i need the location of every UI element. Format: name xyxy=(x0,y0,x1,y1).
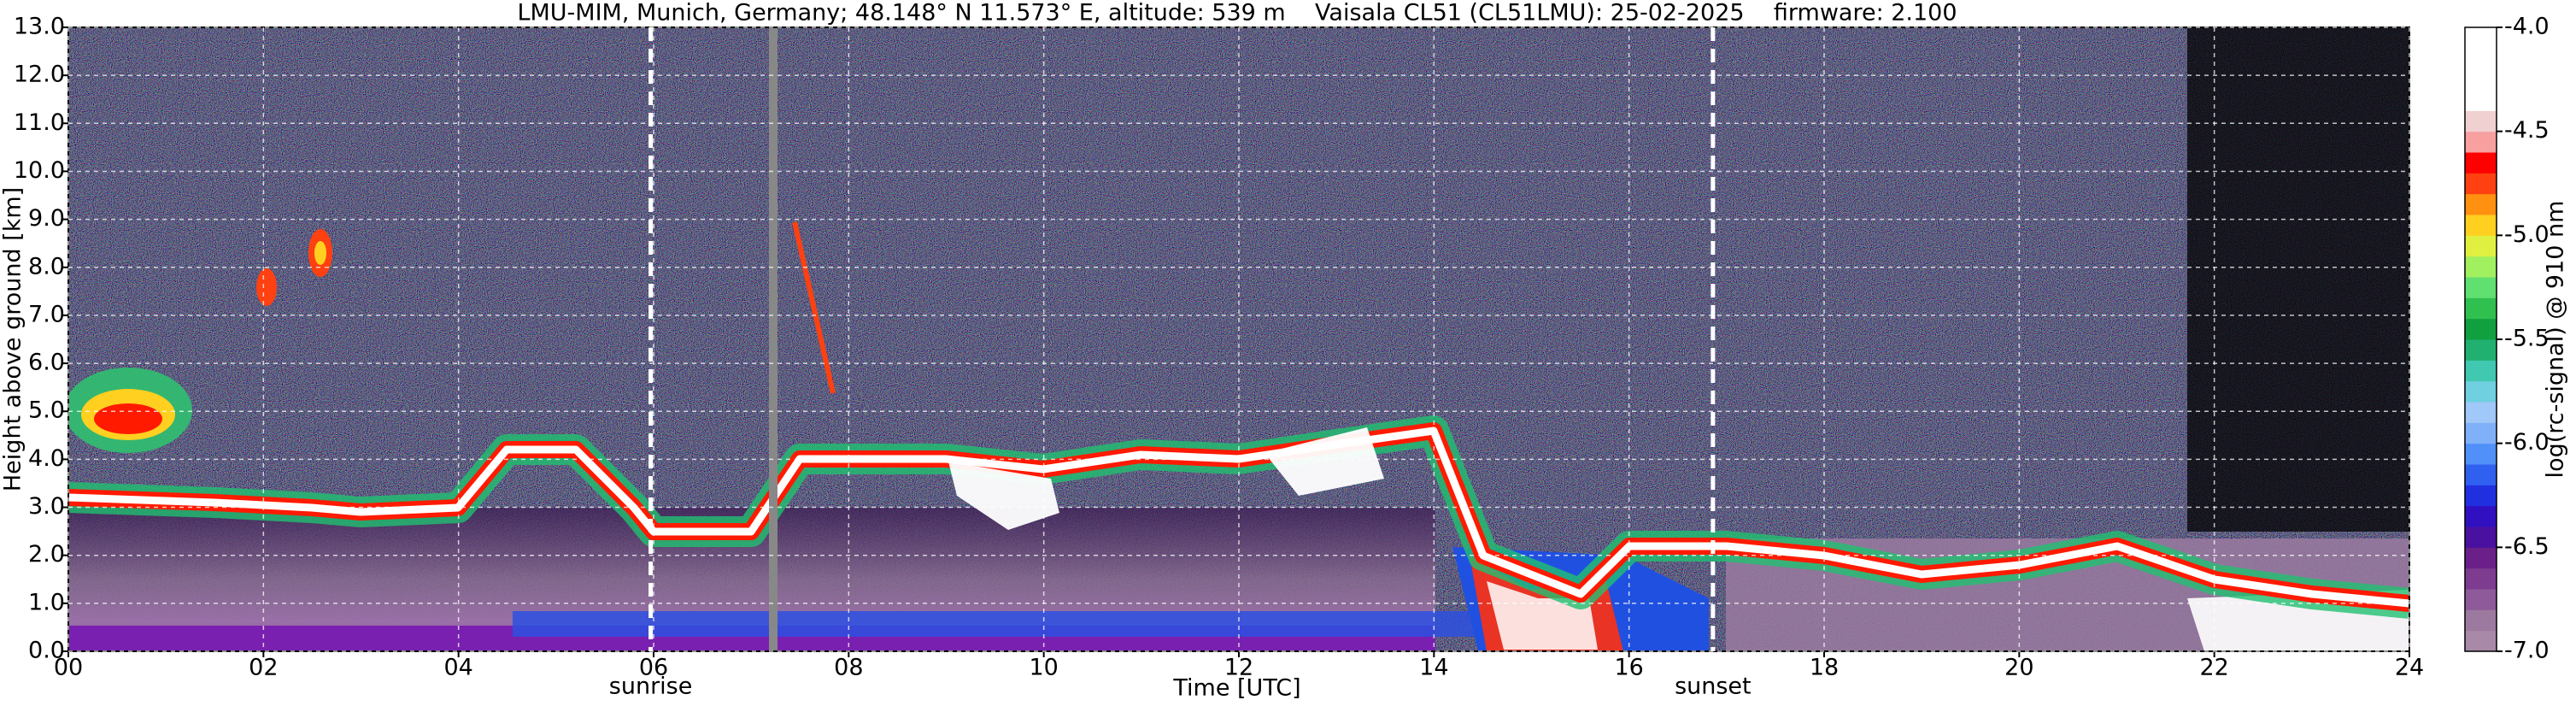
annotation-label: sunrise xyxy=(609,674,693,700)
colorbar-step xyxy=(2465,131,2497,153)
y-tick-label: 2.0 xyxy=(28,541,65,568)
colorbar-step xyxy=(2465,422,2497,444)
y-tick-label: 7.0 xyxy=(28,301,65,327)
y-axis-label: Height above ground [km] xyxy=(0,187,26,491)
y-tick-label: 3.0 xyxy=(28,493,65,520)
colorbar-step xyxy=(2465,402,2497,423)
colorbar-step xyxy=(2465,589,2497,610)
y-tick-label: 0.0 xyxy=(28,638,65,664)
colorbar-tick-label: -6.5 xyxy=(2504,533,2550,560)
colorbar-step xyxy=(2465,48,2497,70)
colorbar-tick-label: -5.0 xyxy=(2504,221,2550,248)
colorbar-step xyxy=(2465,215,2497,236)
x-tick-label: 10 xyxy=(1029,655,1058,681)
colorbar-step xyxy=(2465,380,2497,403)
x-tick-label: 12 xyxy=(1224,655,1253,681)
x-tick-label: 04 xyxy=(443,655,472,681)
colorbar-step xyxy=(2465,505,2497,527)
x-tick-label: 14 xyxy=(1419,655,1448,681)
colorbar-step xyxy=(2465,193,2497,215)
x-tick-label: 22 xyxy=(2199,655,2228,681)
y-tick-label: 13.0 xyxy=(14,14,65,40)
colorbar-tick-label: -5.5 xyxy=(2504,326,2550,352)
colorbar-step xyxy=(2465,110,2497,132)
y-tick-label: 11.0 xyxy=(14,109,65,136)
colorbar-step xyxy=(2465,297,2497,320)
colorbar-step xyxy=(2465,464,2497,485)
colorbar-step xyxy=(2465,277,2497,298)
y-tick-label: 12.0 xyxy=(14,62,65,88)
y-tick-label: 4.0 xyxy=(28,445,65,472)
annotation-label: sunset xyxy=(1675,674,1752,700)
x-tick-label: 20 xyxy=(2004,655,2033,681)
chart-title: LMU-MIM, Munich, Germany; 48.148° N 11.5… xyxy=(517,0,1957,26)
colorbar-tick-label: -7.0 xyxy=(2504,638,2550,664)
x-tick-label: 24 xyxy=(2395,655,2424,681)
colorbar-step xyxy=(2465,235,2497,257)
colorbar-step xyxy=(2465,256,2497,278)
colorbar-step xyxy=(2465,485,2497,507)
backscatter-image xyxy=(68,27,2409,651)
y-tick-label: 9.0 xyxy=(28,205,65,232)
colorbar-step xyxy=(2465,318,2497,340)
colorbar-step xyxy=(2465,173,2497,195)
colorbar-step xyxy=(2465,568,2497,590)
colorbar-step xyxy=(2465,630,2497,652)
colorbar-step xyxy=(2465,527,2497,548)
y-tick-label: 6.0 xyxy=(28,350,65,376)
x-tick-label: 18 xyxy=(1810,655,1839,681)
colorbar-step xyxy=(2465,27,2497,49)
x-axis-label: Time [UTC] xyxy=(1172,675,1300,702)
colorbar-step xyxy=(2465,609,2497,632)
colorbar-step xyxy=(2465,443,2497,465)
colorbar-tick-label: -4.0 xyxy=(2504,14,2550,40)
x-tick-label: 00 xyxy=(54,655,83,681)
colorbar-label: log(rc-signal) @ 910 nm xyxy=(2543,201,2569,479)
y-tick-label: 5.0 xyxy=(28,397,65,424)
colorbar-step xyxy=(2465,90,2497,111)
x-tick-label: 16 xyxy=(1614,655,1643,681)
x-tick-label: 06 xyxy=(639,655,668,681)
colorbar-tick-label: -6.0 xyxy=(2504,429,2550,456)
colorbar-step xyxy=(2465,360,2497,382)
x-tick-label: 02 xyxy=(249,655,278,681)
y-tick-label: 1.0 xyxy=(28,589,65,615)
colorbar-tick-label: -4.5 xyxy=(2504,117,2550,144)
y-tick-label: 10.0 xyxy=(14,157,65,184)
colorbar-step xyxy=(2465,152,2497,174)
x-tick-label: 08 xyxy=(834,655,863,681)
colorbar-step xyxy=(2465,547,2497,569)
y-tick-label: 8.0 xyxy=(28,253,65,279)
colorbar-step xyxy=(2465,339,2497,361)
colorbar-step xyxy=(2465,68,2497,91)
